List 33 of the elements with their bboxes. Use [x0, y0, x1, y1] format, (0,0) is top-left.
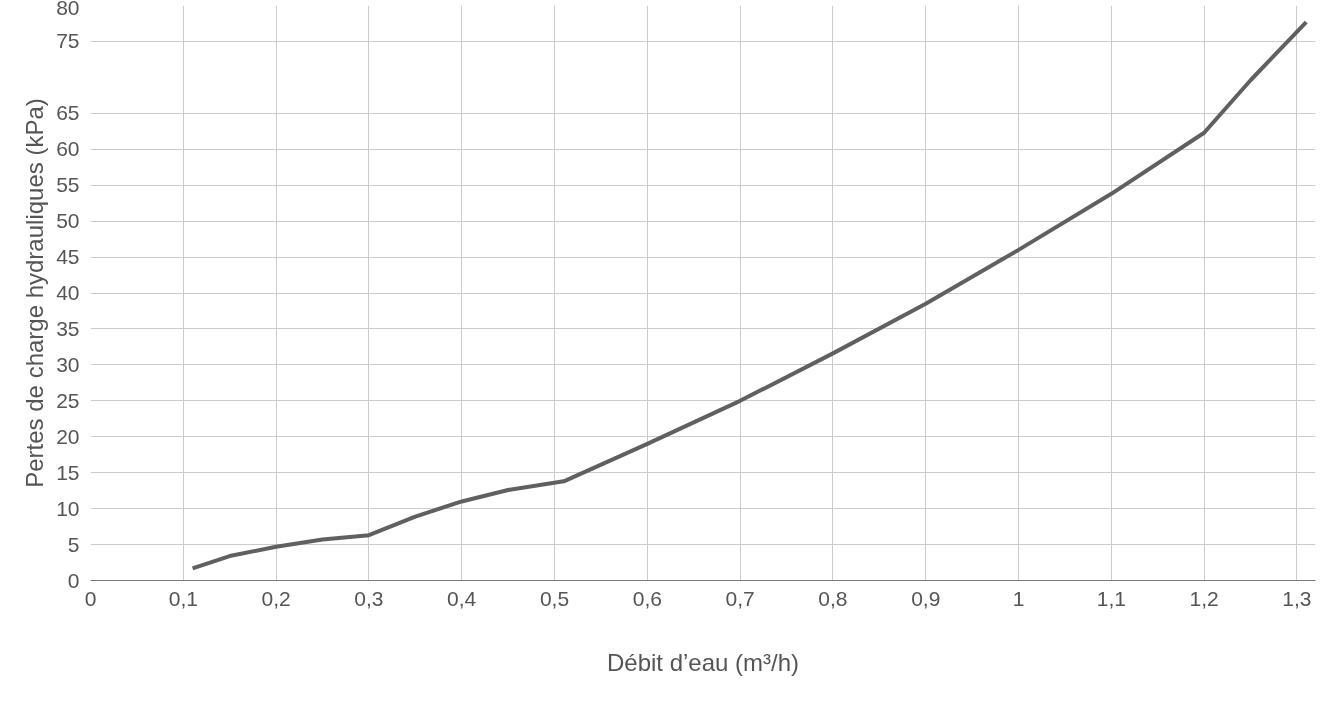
y-tick-label: 55: [56, 173, 80, 197]
y-tick-label: 65: [56, 101, 80, 125]
x-tick-label: 0,9: [911, 586, 941, 610]
x-tick-label: 0,4: [447, 586, 477, 610]
x-tick-label: 0,1: [168, 586, 198, 610]
y-tick-label: 45: [56, 245, 80, 269]
x-tick-label: 0,6: [632, 586, 662, 610]
y-tick-label: 10: [56, 496, 80, 520]
y-tick-label: 0: [67, 568, 80, 592]
y-tick-label: 5: [67, 532, 80, 556]
x-tick-label: 1: [1012, 586, 1025, 610]
line-series: [190, 20, 1309, 571]
y-tick-label: 20: [56, 424, 80, 448]
y-tick-label: 60: [56, 137, 80, 161]
y-tick-label: 50: [56, 209, 80, 233]
x-tick-label: 1,2: [1189, 586, 1219, 610]
y-tick-label: 15: [56, 460, 80, 484]
y-tick-label: 75: [56, 29, 80, 53]
x-tick-label: 0: [84, 586, 97, 610]
y-axis-title: Pertes de charge hydrauliques (kPa): [21, 98, 49, 488]
x-axis-title: Débit d’eau (m³/h): [606, 648, 800, 676]
x-tick-label: 0,5: [539, 586, 570, 610]
x-tick-label: 0,7: [725, 586, 755, 610]
x-tick-label: 0,8: [818, 586, 848, 610]
x-tick-label: 1,3: [1282, 586, 1312, 610]
x-tick-label: 1,1: [1096, 586, 1126, 610]
y-tick-label: 80: [56, 0, 80, 19]
y-tick-label: 40: [56, 281, 80, 304]
x-tick-label: 0,3: [354, 586, 384, 610]
x-tick-label: 0,2: [261, 586, 291, 610]
y-tick-label: 30: [56, 352, 80, 376]
y-tick-label: 35: [56, 316, 80, 340]
y-tick-label: 25: [56, 388, 80, 412]
